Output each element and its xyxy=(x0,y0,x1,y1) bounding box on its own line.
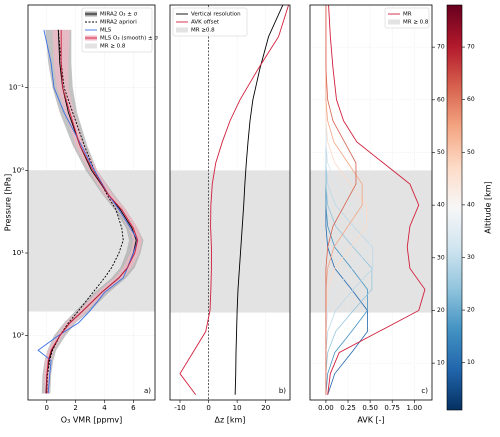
line xyxy=(46,29,139,394)
y2-tick-label: 40 xyxy=(437,202,445,209)
mr-band xyxy=(310,170,432,313)
x-tick-label: 0.75 xyxy=(384,404,400,412)
legend-label: MIRA2 apriori xyxy=(100,20,137,26)
legend-swatch xyxy=(176,27,188,33)
axes-frame xyxy=(169,4,291,401)
legend-label: MR ≥0.8 xyxy=(191,28,215,34)
x-tick-label: 6 xyxy=(131,404,136,412)
colorbar-tick-label: 70 xyxy=(467,44,475,51)
x-tick-label: -10 xyxy=(174,404,185,412)
y2-tick-label: 50 xyxy=(437,149,445,156)
axes-frame xyxy=(27,4,156,401)
y-axis-label: Pressure [hPa] xyxy=(4,174,13,231)
legend-label: AVK offset xyxy=(191,20,220,26)
x-axis-label: Δz [km] xyxy=(215,416,246,425)
y2-tick-label: 70 xyxy=(437,44,445,51)
y2-tick-label: 10 xyxy=(437,360,445,367)
line xyxy=(327,5,426,395)
y-tick-label: 10² xyxy=(12,332,24,340)
panel-label: c) xyxy=(421,387,428,395)
x-axis-label: O₃ VMR [ppmv] xyxy=(61,416,122,425)
legend-swatch xyxy=(388,19,400,25)
plot-area xyxy=(28,5,155,400)
axes-frame xyxy=(309,4,433,401)
line xyxy=(179,5,290,396)
colorbar-tick-label: 60 xyxy=(467,96,475,103)
x-tick-label: 10 xyxy=(233,404,242,412)
legend-label: MR ≥ 0.8 xyxy=(100,44,126,50)
x-tick-label: 20 xyxy=(261,404,270,412)
y-tick-label: 10⁻¹ xyxy=(9,84,25,92)
x-tick-label: 4 xyxy=(102,404,107,412)
x-tick-label: 0.50 xyxy=(362,404,378,412)
sigma-band xyxy=(41,29,144,394)
legend-label: MLS O₃ (smooth) ± σ xyxy=(100,36,158,42)
legend-label: Vertical resolution xyxy=(191,12,241,18)
colorbar-tick-label: 40 xyxy=(467,201,475,208)
plot-area xyxy=(310,5,432,400)
x-tick-label: 0.25 xyxy=(340,404,356,412)
avk-line xyxy=(325,5,357,395)
y-tick-label: 10¹ xyxy=(12,249,24,257)
panel-label: a) xyxy=(144,387,151,395)
colorbar-tick-label: 10 xyxy=(467,359,475,366)
y2-tick-label: 30 xyxy=(437,254,445,261)
legend-label: MR ≥ 0.8 xyxy=(403,20,429,26)
colorbar-tick-label: 50 xyxy=(467,149,475,156)
colorbar-label: Altitude [km] xyxy=(484,181,493,233)
mr-band xyxy=(170,170,290,313)
x-tick-label: 0.00 xyxy=(318,404,334,412)
x-tick-label: 0 xyxy=(45,404,49,412)
x-axis-label: AVK [-] xyxy=(357,416,384,425)
line xyxy=(46,29,124,394)
y2-tick-label: 60 xyxy=(437,96,445,103)
line xyxy=(37,29,139,394)
legend-label: MR xyxy=(403,12,412,18)
y-tick-label: 10⁰ xyxy=(12,166,24,174)
legend-swatch xyxy=(85,43,97,49)
colorbar-tick-label: 20 xyxy=(467,307,475,314)
x-tick-label: 1.00 xyxy=(407,404,423,412)
legend-label: MIRA2 O₃ ± σ xyxy=(100,12,138,18)
legend-box xyxy=(81,7,153,53)
x-tick-label: 0 xyxy=(206,404,210,412)
y2-tick-label: 20 xyxy=(437,307,445,314)
plot-area xyxy=(170,5,290,400)
legend-label: MLS xyxy=(100,28,112,34)
colorbar-tick-label: 30 xyxy=(467,254,475,261)
legend-box xyxy=(172,7,248,37)
colorbar xyxy=(446,4,463,411)
panel-label: b) xyxy=(279,387,286,395)
x-tick-label: 2 xyxy=(73,404,77,412)
line xyxy=(234,5,284,395)
